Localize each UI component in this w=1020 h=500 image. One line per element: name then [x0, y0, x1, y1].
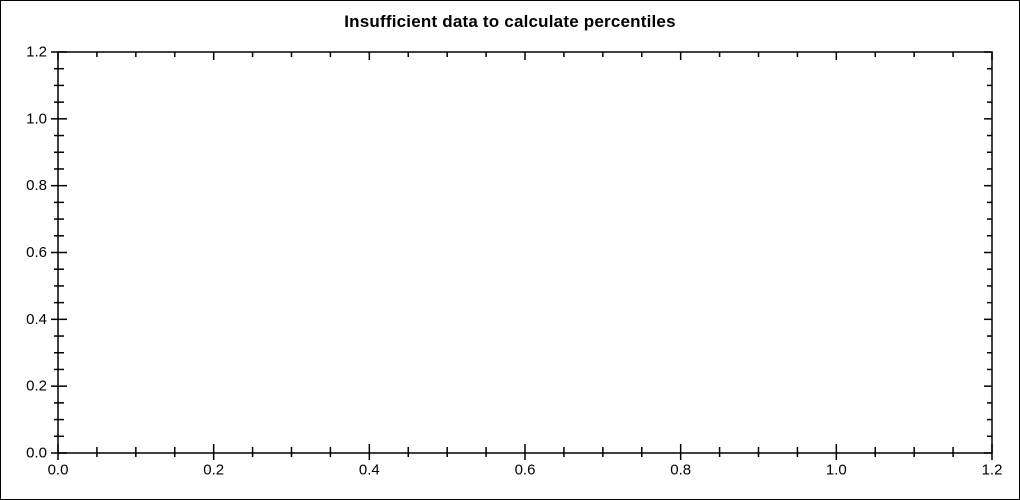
x-tick-label: 1.2	[982, 461, 1003, 478]
plot-frame	[57, 51, 993, 454]
y-tick-label: 0.4	[26, 311, 47, 328]
y-tick-label: 0.0	[26, 445, 47, 462]
y-tick-label: 0.8	[26, 177, 47, 194]
y-tick-label: 1.2	[26, 44, 47, 61]
x-tick-label: 1.0	[826, 461, 847, 478]
x-tick-label: 0.2	[203, 461, 224, 478]
y-tick-label: 0.6	[26, 244, 47, 261]
x-tick-label: 0.0	[48, 461, 69, 478]
x-tick-label: 0.6	[515, 461, 536, 478]
y-tick-label: 1.0	[26, 110, 47, 127]
chart-title: Insufficient data to calculate percentil…	[344, 12, 676, 31]
x-tick-label: 0.8	[670, 461, 691, 478]
y-tick-label: 0.2	[26, 378, 47, 395]
x-tick-label: 0.4	[359, 461, 380, 478]
